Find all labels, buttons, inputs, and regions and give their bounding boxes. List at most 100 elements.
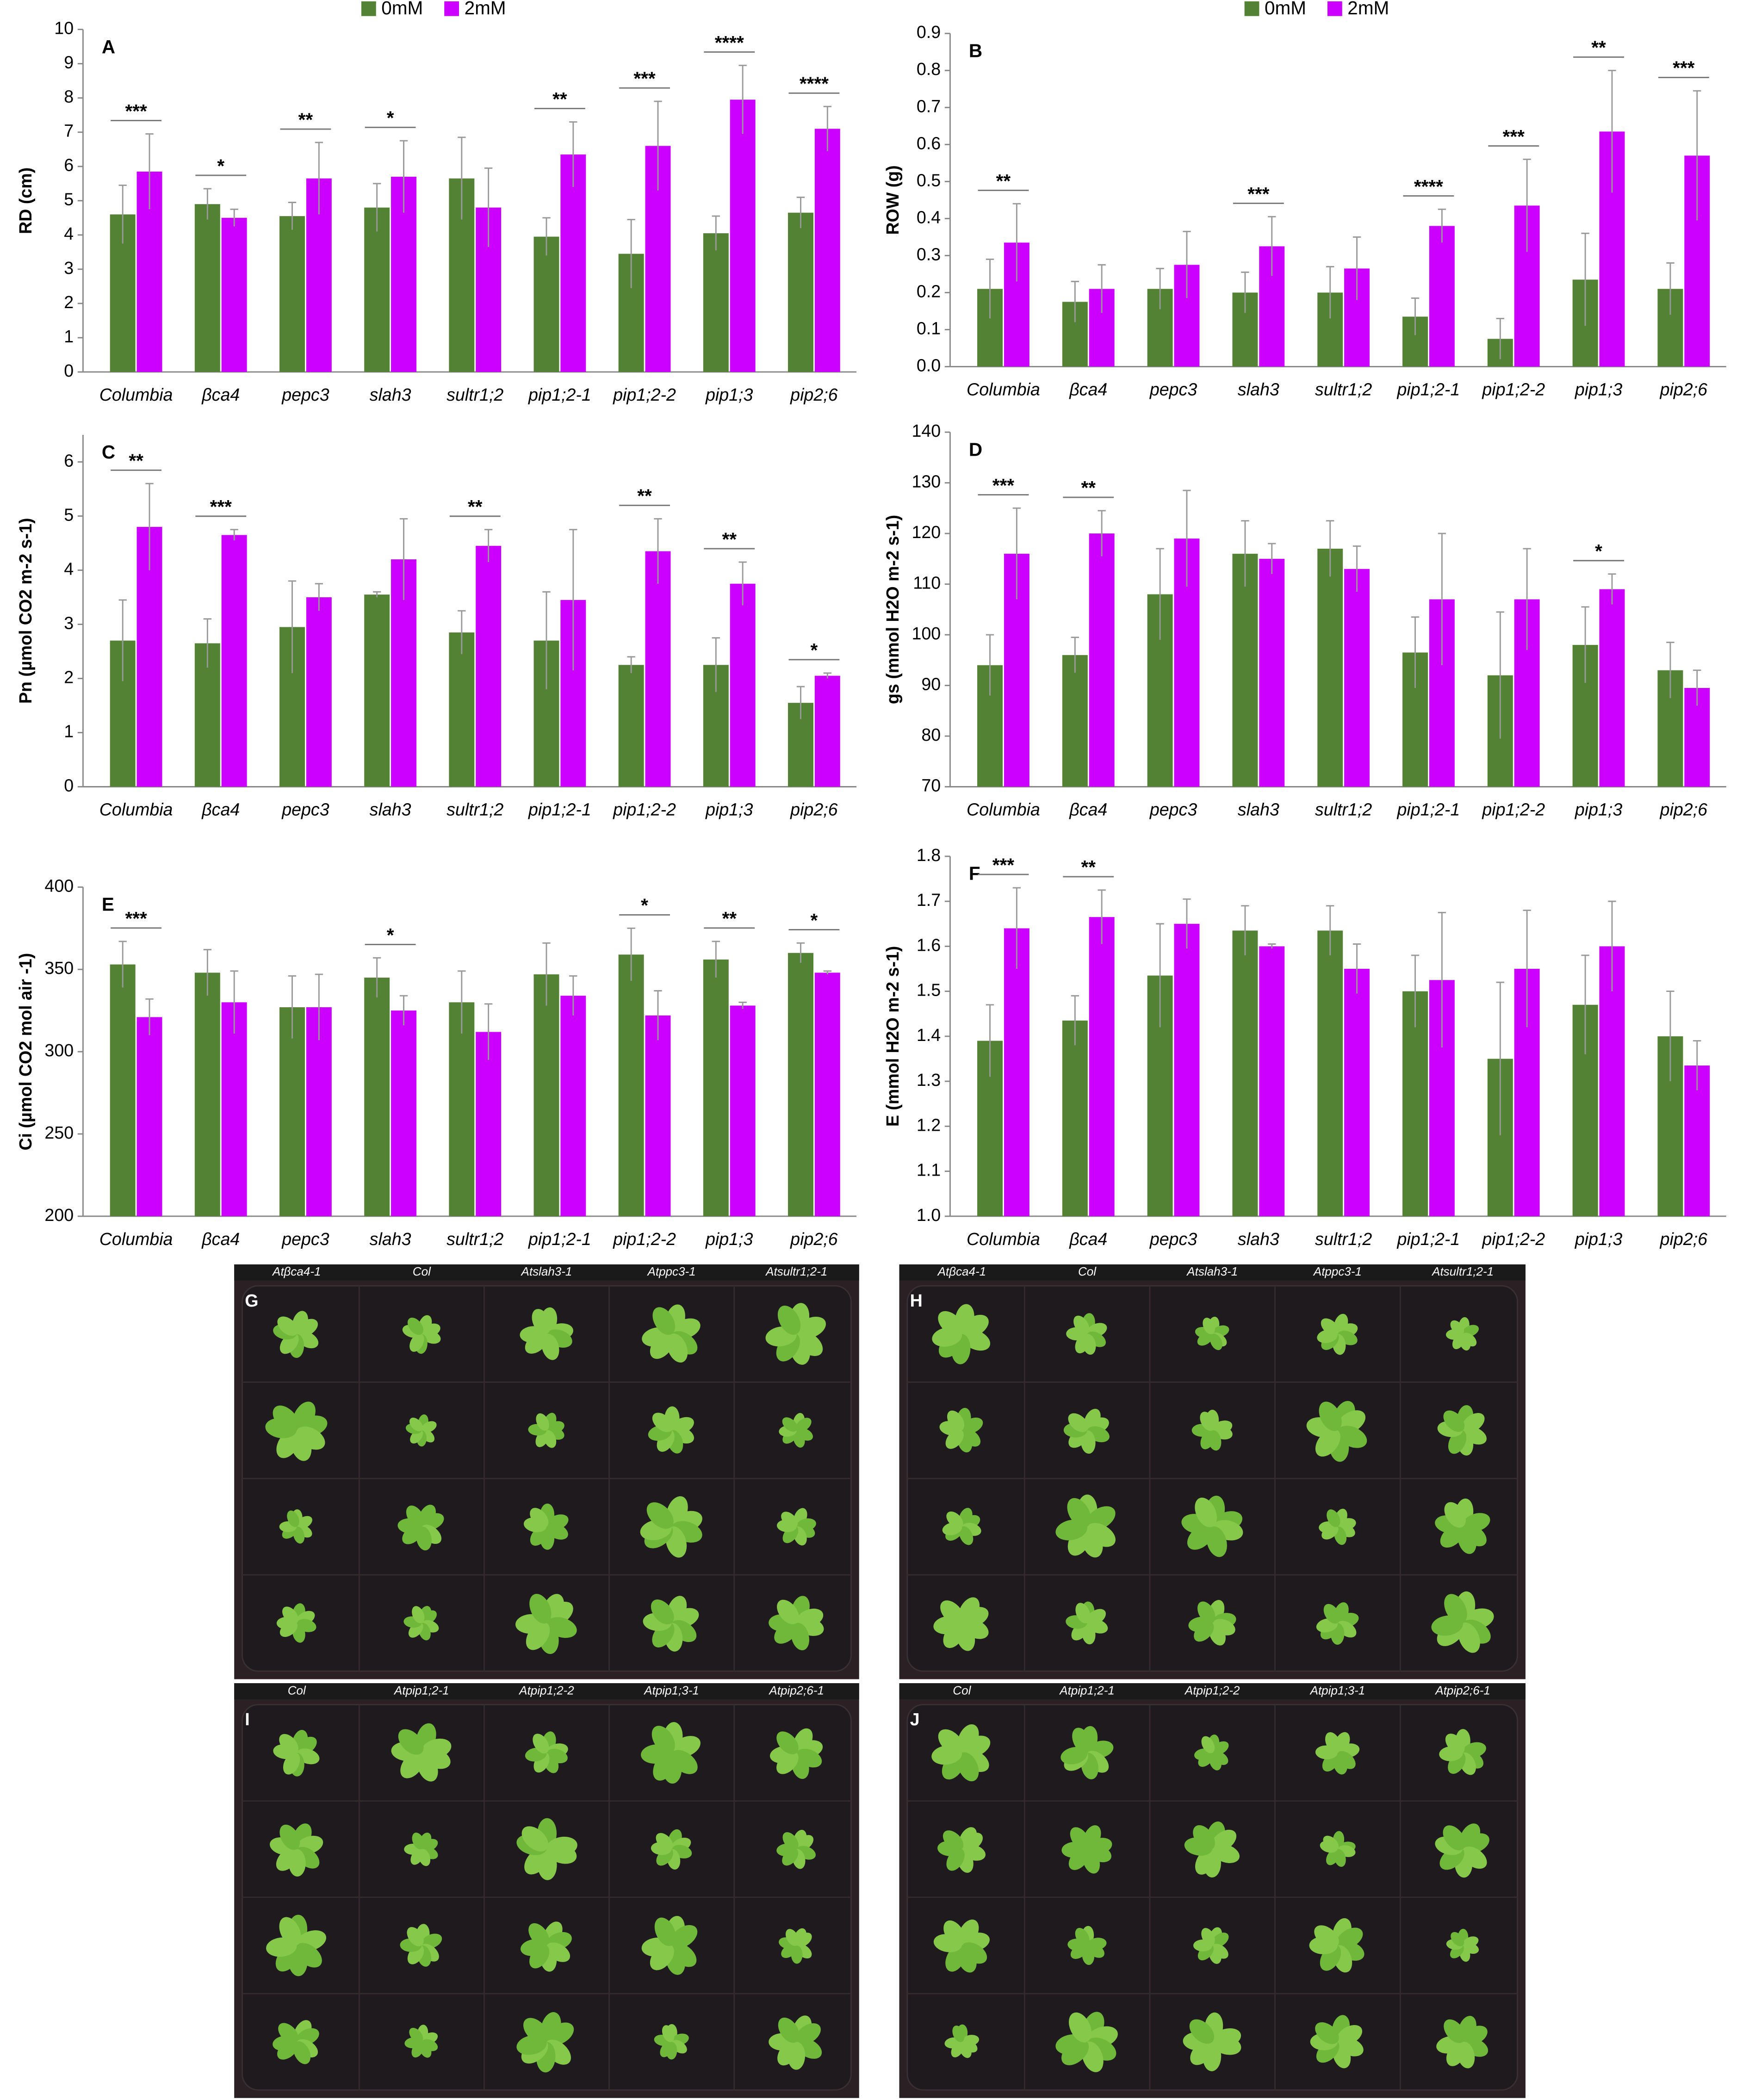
bar bbox=[110, 964, 136, 1216]
plant-leaf bbox=[1443, 1825, 1465, 1851]
y-tick-label: 400 bbox=[44, 876, 74, 895]
y-tick-label: 300 bbox=[44, 1041, 74, 1060]
chart-title: B bbox=[969, 40, 982, 61]
photo-column-label: Atpip1;2-1 bbox=[1059, 1683, 1115, 1697]
plant-leaf bbox=[546, 2022, 574, 2045]
photo-column-label: Col bbox=[953, 1683, 971, 1697]
x-tick-label: pip1;3 bbox=[1575, 379, 1622, 399]
y-tick-label: 1.6 bbox=[917, 935, 941, 954]
bar bbox=[364, 207, 390, 372]
y-tick-label: 4 bbox=[64, 559, 74, 578]
plant-leaf bbox=[1068, 1413, 1089, 1432]
plant-leaf bbox=[1325, 1732, 1341, 1753]
photo-column-label: Col bbox=[288, 1683, 306, 1697]
plant-leaf bbox=[1072, 1728, 1092, 1753]
significance-label: *** bbox=[1673, 57, 1694, 79]
photo-column-label: Atslah3-1 bbox=[521, 1264, 572, 1278]
y-tick-label: 250 bbox=[44, 1123, 74, 1142]
bar bbox=[730, 99, 756, 372]
plant-leaf bbox=[407, 1927, 424, 1946]
chart-title: C bbox=[102, 441, 115, 463]
x-tick-label: sultr1;2 bbox=[1315, 799, 1372, 819]
x-tick-label: Columbia bbox=[967, 799, 1040, 819]
significance-label: **** bbox=[715, 32, 744, 53]
bar bbox=[221, 535, 247, 787]
plant-leaf bbox=[1326, 1848, 1340, 1865]
photo-column-label: Atβca4-1 bbox=[937, 1264, 986, 1278]
bar bbox=[560, 154, 586, 372]
significance-label: ** bbox=[1591, 37, 1606, 58]
plant-leaf bbox=[651, 1599, 674, 1625]
bar bbox=[1317, 548, 1343, 787]
y-tick-label: 1.8 bbox=[917, 845, 941, 865]
chart-title: D bbox=[969, 439, 982, 460]
plant-leaf bbox=[670, 1925, 698, 1949]
x-tick-label: pepc3 bbox=[281, 799, 329, 819]
photo: Col Atpip1;2-1 Atpip1;2-2 Atpip1;3-1 Atpip2;… bbox=[899, 1683, 1526, 2098]
x-tick-label: pip2;6 bbox=[790, 385, 837, 404]
plant-leaf bbox=[528, 1923, 549, 1947]
significance-label: *** bbox=[633, 68, 655, 89]
bar bbox=[814, 973, 840, 1216]
plant-leaf bbox=[778, 2017, 800, 2043]
bar bbox=[1174, 923, 1200, 1216]
significance-label: *** bbox=[1247, 183, 1269, 204]
plant-leaf bbox=[646, 1502, 674, 1529]
plant-leaf bbox=[777, 1599, 799, 1624]
y-tick-label: 0 bbox=[64, 775, 74, 795]
photo-column-label: Atslah3-1 bbox=[1186, 1264, 1238, 1278]
plant-leaf bbox=[1189, 2019, 1215, 2044]
x-tick-label: pip1;2-1 bbox=[528, 799, 591, 819]
legend-label: 0mM bbox=[381, 0, 423, 19]
significance-label: ** bbox=[552, 88, 567, 110]
x-tick-label: Columbia bbox=[967, 379, 1040, 399]
y-axis-label: RD (cm) bbox=[16, 167, 35, 234]
photo-column-label: Col bbox=[413, 1264, 431, 1278]
bar bbox=[449, 1002, 475, 1216]
chart-title: A bbox=[102, 36, 115, 57]
plant-leaf bbox=[529, 1594, 552, 1624]
y-tick-label: 1.1 bbox=[917, 1160, 941, 1180]
significance-label: **** bbox=[800, 73, 829, 94]
x-tick-label: slah3 bbox=[370, 799, 411, 819]
photo-column-label: Atpip1;2-1 bbox=[393, 1683, 449, 1697]
plant-leaf bbox=[278, 2023, 298, 2044]
x-tick-label: βca4 bbox=[1069, 379, 1107, 399]
x-tick-label: βca4 bbox=[201, 799, 240, 819]
y-tick-label: 3 bbox=[64, 613, 74, 632]
photo-column-label: Atsultr1;2-1 bbox=[765, 1264, 827, 1278]
photo-header bbox=[234, 1683, 859, 1699]
significance-label: ** bbox=[468, 496, 483, 517]
y-tick-label: 140 bbox=[912, 421, 941, 440]
plant-leaf bbox=[1069, 2012, 1092, 2043]
y-tick-label: 6 bbox=[64, 451, 74, 470]
photo-header bbox=[899, 1683, 1526, 1699]
y-tick-label: 0.9 bbox=[917, 22, 941, 42]
x-tick-label: pip2;6 bbox=[790, 1229, 837, 1249]
plant-leaf bbox=[938, 1311, 964, 1336]
legend-swatch bbox=[361, 1, 376, 16]
y-tick-label: 1 bbox=[64, 721, 74, 741]
bar bbox=[533, 236, 559, 372]
plant-leaf bbox=[530, 1508, 549, 1528]
photo-label: G bbox=[245, 1291, 258, 1310]
plant-leaf bbox=[959, 1526, 974, 1545]
y-axis-label: Ci (µmol CO2 mol air -1) bbox=[16, 953, 35, 1151]
bar bbox=[730, 583, 756, 787]
significance-label: * bbox=[1595, 540, 1602, 562]
plant-leaf bbox=[943, 1830, 964, 1851]
plant-leaf bbox=[1327, 1509, 1340, 1527]
bar bbox=[1232, 930, 1258, 1216]
plant-leaf bbox=[1193, 1825, 1215, 1851]
y-tick-label: 5 bbox=[64, 505, 74, 524]
plant-leaf bbox=[1200, 1412, 1215, 1431]
plant-leaf bbox=[277, 1316, 298, 1336]
significance-label: *** bbox=[210, 496, 232, 517]
x-tick-label: pip1;3 bbox=[705, 799, 753, 819]
y-tick-label: 3 bbox=[64, 258, 74, 278]
plant-leaf bbox=[1075, 1603, 1091, 1623]
significance-label: * bbox=[387, 924, 394, 946]
bar bbox=[1089, 917, 1115, 1216]
y-tick-label: 350 bbox=[44, 958, 74, 978]
significance-label: *** bbox=[992, 475, 1014, 496]
